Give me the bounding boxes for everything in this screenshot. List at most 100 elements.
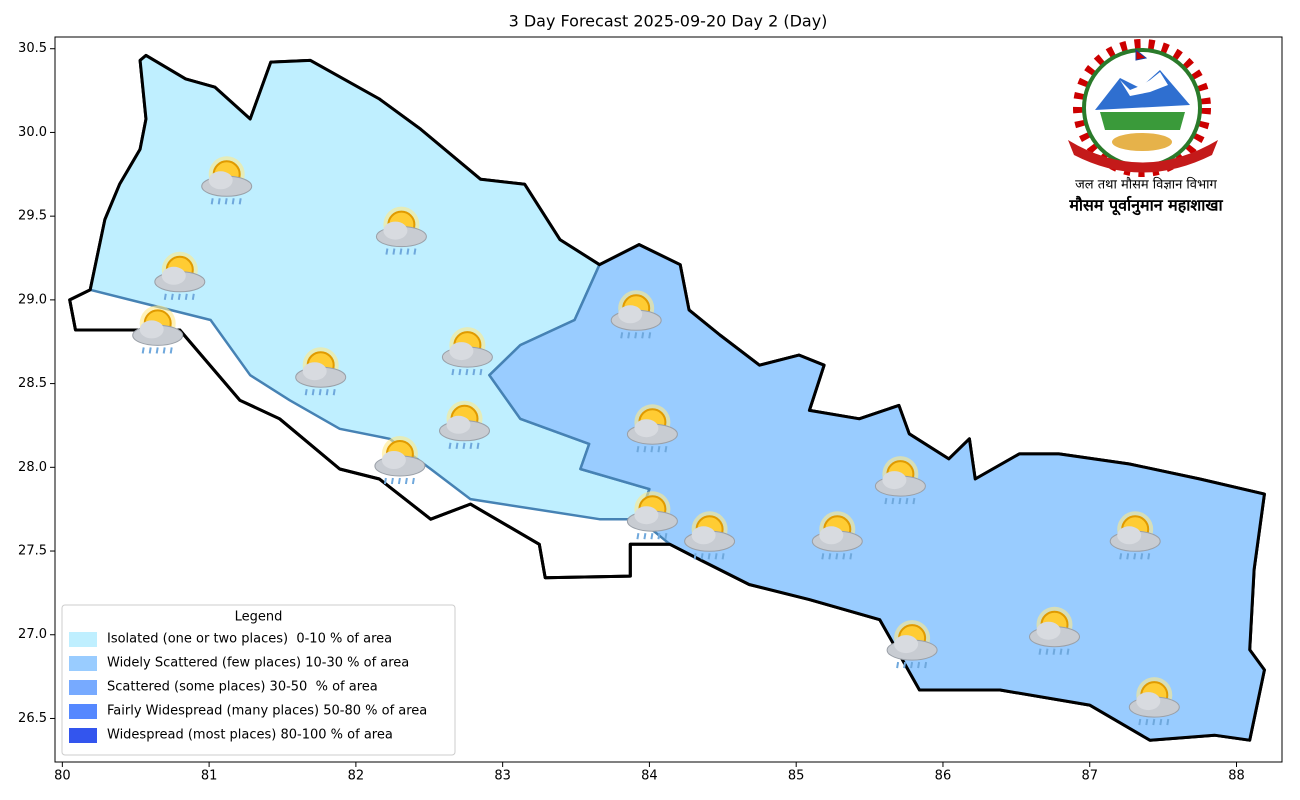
cloud bbox=[894, 635, 919, 654]
weather-icon bbox=[811, 511, 863, 560]
cloud bbox=[383, 221, 408, 240]
raindrop bbox=[413, 248, 417, 255]
raindrop bbox=[411, 477, 415, 485]
legend-box bbox=[61, 604, 456, 756]
raindrop bbox=[849, 553, 853, 560]
raindrop bbox=[648, 332, 652, 339]
raindrop bbox=[1133, 553, 1137, 560]
weather-icon bbox=[1029, 606, 1080, 655]
cloud bbox=[634, 506, 659, 525]
raindrop bbox=[148, 347, 152, 354]
raindrop bbox=[1145, 718, 1149, 726]
raindrop bbox=[657, 446, 661, 453]
legend-swatch bbox=[69, 632, 97, 647]
legend-label: Widespread (most places) 80-100 % of are… bbox=[107, 728, 393, 743]
raindrop bbox=[700, 553, 704, 560]
legend-swatch bbox=[69, 704, 97, 719]
raindrop bbox=[664, 446, 668, 453]
raindrop bbox=[884, 497, 888, 505]
raindrop bbox=[1140, 553, 1144, 560]
emblem-hills bbox=[1100, 112, 1185, 130]
raindrop bbox=[455, 442, 459, 449]
legend-label: Isolated (one or two places) 0-10 % of a… bbox=[107, 632, 392, 647]
y-tick-label: 28.0 bbox=[18, 460, 47, 475]
raindrop bbox=[1147, 553, 1151, 560]
raindrop bbox=[1045, 648, 1049, 655]
x-tick-label: 84 bbox=[641, 769, 658, 784]
raindrop bbox=[392, 248, 396, 255]
raindrop bbox=[318, 389, 322, 396]
raindrop bbox=[891, 497, 895, 505]
raindrop bbox=[636, 446, 640, 453]
raindrop bbox=[620, 332, 624, 339]
raindrop bbox=[912, 497, 916, 505]
raindrop bbox=[404, 477, 408, 485]
raindrop bbox=[821, 553, 825, 560]
plot-frame bbox=[54, 36, 1283, 763]
weather-icon bbox=[1128, 677, 1180, 726]
raindrop bbox=[476, 442, 480, 449]
raindrop bbox=[1119, 553, 1123, 560]
raindrop bbox=[643, 446, 647, 453]
raindrop bbox=[657, 533, 661, 540]
raindrop bbox=[448, 442, 452, 449]
raindrop bbox=[714, 553, 718, 560]
raindrop bbox=[828, 553, 832, 560]
cloud bbox=[302, 362, 327, 381]
weather-icon bbox=[886, 620, 938, 669]
emblem-hands bbox=[1112, 133, 1172, 151]
cloud bbox=[1136, 692, 1161, 711]
raindrop bbox=[325, 389, 329, 396]
raindrop bbox=[627, 332, 631, 339]
weather-icon bbox=[295, 347, 347, 396]
cloud bbox=[634, 419, 659, 438]
x-tick-label: 86 bbox=[935, 769, 952, 784]
x-tick-label: 81 bbox=[201, 769, 218, 784]
cloud bbox=[618, 305, 643, 324]
cloud bbox=[446, 415, 471, 434]
raindrop bbox=[641, 332, 645, 339]
weather-icon bbox=[154, 251, 206, 300]
raindrop bbox=[1066, 648, 1070, 655]
raindrop bbox=[155, 347, 159, 354]
raindrop bbox=[231, 198, 235, 205]
y-tick-label: 30.5 bbox=[18, 41, 47, 56]
weather-icon bbox=[201, 156, 253, 205]
raindrop bbox=[1138, 718, 1142, 726]
raindrop bbox=[1052, 648, 1056, 655]
cloud bbox=[449, 342, 474, 361]
raindrop bbox=[238, 198, 242, 205]
raindrop bbox=[650, 446, 654, 453]
raindrop bbox=[458, 368, 462, 376]
legend-label: Widely Scattered (few places) 10-30 % of… bbox=[107, 656, 409, 671]
raindrop bbox=[451, 368, 455, 376]
cloud bbox=[691, 526, 716, 545]
raindrop bbox=[169, 347, 173, 354]
annotation: मौसम पूर्वानुमान महाशाखा bbox=[1068, 196, 1223, 216]
y-tick-label: 26.5 bbox=[18, 711, 47, 726]
x-tick-label: 87 bbox=[1081, 769, 1098, 784]
raindrop bbox=[1059, 648, 1063, 655]
cloud bbox=[381, 451, 406, 469]
raindrop bbox=[385, 248, 389, 255]
raindrop bbox=[462, 442, 466, 449]
weather-icon bbox=[441, 327, 493, 376]
legend-label: Scattered (some places) 30-50 % of area bbox=[107, 680, 378, 695]
emblem-snow bbox=[1120, 72, 1168, 96]
y-tick-label: 29.5 bbox=[18, 209, 47, 224]
raindrop bbox=[905, 497, 909, 505]
raindrop bbox=[650, 533, 654, 540]
raindrop bbox=[311, 389, 315, 396]
raindrop bbox=[896, 661, 900, 669]
weather-icon bbox=[439, 400, 490, 449]
emblem-ribbon bbox=[1068, 140, 1218, 173]
raindrop bbox=[224, 198, 228, 205]
cloud bbox=[819, 526, 844, 545]
raindrop bbox=[472, 368, 476, 376]
raindrop bbox=[170, 293, 174, 300]
raindrop bbox=[1152, 718, 1156, 726]
raindrop bbox=[163, 293, 167, 300]
raindrop bbox=[210, 198, 214, 205]
weather-icon bbox=[374, 436, 426, 485]
